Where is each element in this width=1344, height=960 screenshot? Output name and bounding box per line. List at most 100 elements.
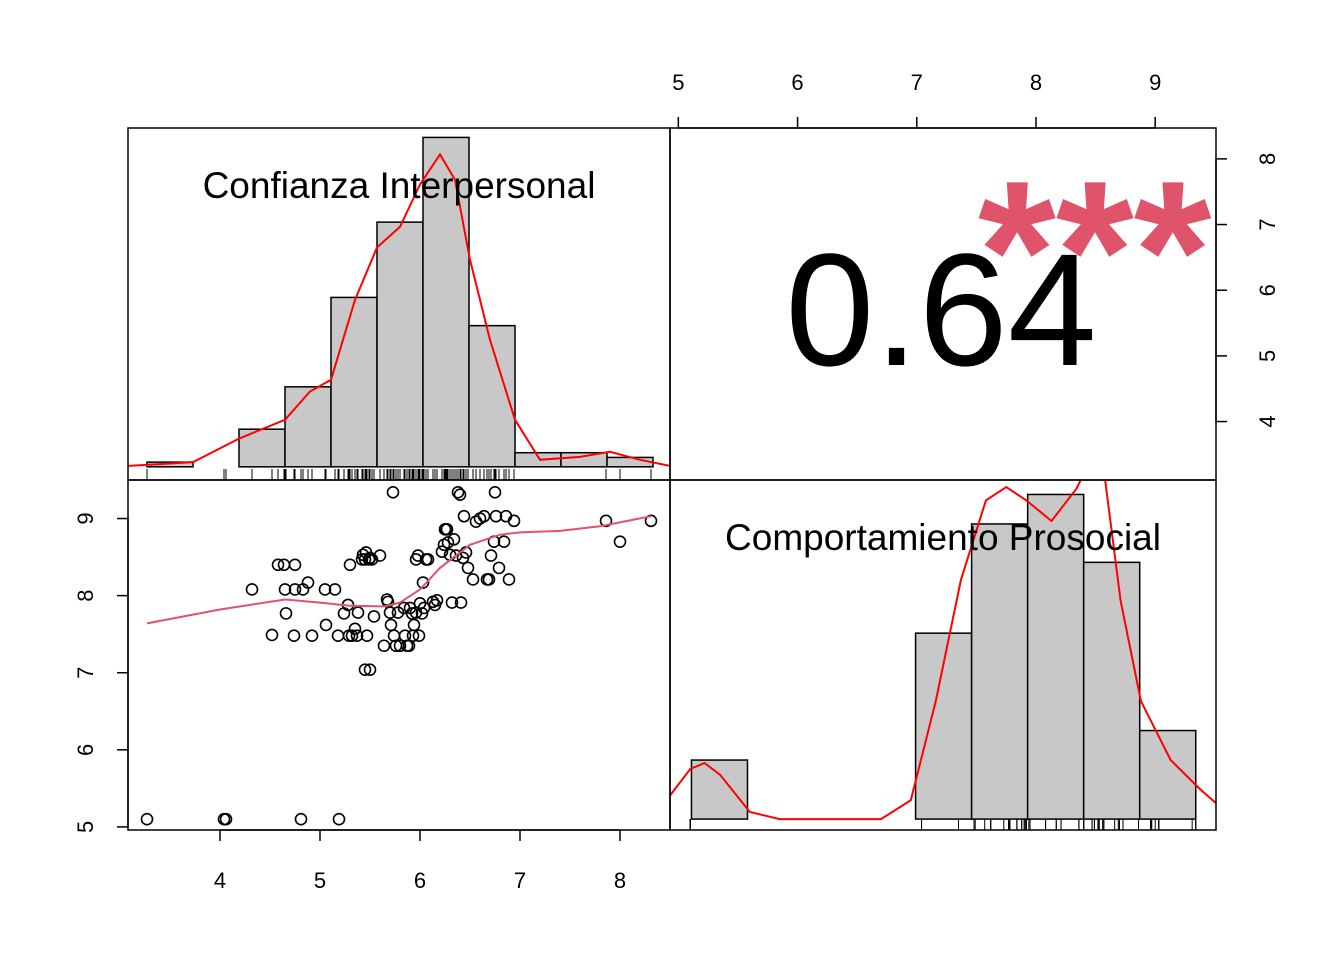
point: [301, 576, 315, 589]
correlation-value: 0.64: [785, 220, 1096, 399]
point: [332, 812, 346, 826]
point: [363, 663, 377, 676]
bar: [376, 221, 424, 468]
x-tick-label: 7: [911, 70, 923, 95]
panel: [140, 486, 658, 826]
point: [328, 583, 342, 596]
point: [412, 629, 426, 643]
point: [477, 509, 491, 523]
panel-border: [669, 127, 1217, 481]
x-tick-label: 5: [672, 70, 684, 95]
point: [318, 583, 332, 596]
point: [507, 514, 521, 528]
point: [447, 533, 461, 546]
point: [457, 509, 471, 523]
y-tick-label: 7: [73, 667, 98, 679]
y-tick-label: 7: [1255, 218, 1280, 230]
y-tick-label: 8: [1255, 153, 1280, 165]
point: [482, 573, 496, 586]
point: [489, 509, 503, 523]
x-tick-label: 6: [791, 70, 803, 95]
point: [416, 576, 430, 589]
point: [502, 573, 516, 586]
x-tick-label: 8: [614, 868, 626, 893]
point: [377, 639, 391, 653]
point: [497, 535, 511, 548]
point: [451, 486, 465, 499]
bar: [690, 759, 749, 820]
point: [343, 558, 357, 572]
point: [387, 629, 401, 643]
point: [488, 486, 502, 499]
point: [445, 596, 459, 609]
y-tick-label: 5: [1255, 350, 1280, 362]
bar: [560, 451, 608, 468]
x-tick-label: 6: [414, 868, 426, 893]
y-tick-label: 6: [73, 744, 98, 756]
point: [435, 545, 449, 558]
point: [440, 523, 454, 536]
x-tick-label: 7: [514, 868, 526, 893]
bar: [1082, 561, 1141, 820]
bar: [606, 456, 654, 468]
point: [367, 610, 381, 623]
bar: [1138, 729, 1197, 820]
point: [245, 583, 259, 596]
point: [265, 628, 279, 642]
smooth-line: [146, 515, 652, 625]
point: [287, 629, 301, 643]
point: [360, 629, 374, 643]
point: [271, 558, 285, 572]
point: [644, 514, 658, 528]
bar: [422, 136, 470, 468]
point: [373, 549, 387, 562]
point: [466, 573, 480, 586]
point: [288, 583, 302, 596]
panel-border: [127, 479, 671, 831]
x-tick-label: 4: [214, 868, 226, 893]
bar: [1026, 493, 1085, 820]
point: [294, 812, 308, 826]
y-tick-label: 9: [73, 512, 98, 524]
point: [278, 583, 292, 596]
point: [279, 607, 293, 620]
point: [417, 601, 431, 615]
panel-title: Comportamiento Prosocial: [725, 517, 1161, 558]
x-tick-label: 8: [1030, 70, 1042, 95]
panel: [128, 136, 670, 480]
point: [430, 593, 444, 607]
bar: [330, 296, 378, 468]
point: [415, 607, 429, 620]
point: [331, 629, 345, 643]
point: [348, 622, 362, 636]
point: [393, 639, 407, 653]
panel: [670, 480, 1216, 830]
bar: [284, 386, 332, 468]
point: [288, 558, 302, 572]
point: [305, 629, 319, 643]
point: [386, 486, 400, 499]
point: [441, 536, 455, 549]
point: [384, 618, 398, 632]
point: [484, 549, 498, 562]
point: [358, 663, 372, 676]
point: [599, 514, 613, 528]
point: [140, 812, 154, 826]
density-curve: [670, 480, 1216, 821]
point: [454, 596, 468, 609]
point: [383, 606, 397, 619]
point: [613, 535, 627, 548]
point: [407, 618, 421, 632]
bar: [970, 523, 1029, 820]
point: [358, 553, 372, 566]
point: [319, 618, 333, 632]
point: [461, 561, 475, 575]
point: [453, 488, 467, 501]
point: [345, 629, 359, 643]
point: [365, 553, 379, 566]
y-tick-label: 6: [1255, 284, 1280, 296]
x-tick-label: 5: [314, 868, 326, 893]
point: [219, 812, 233, 826]
